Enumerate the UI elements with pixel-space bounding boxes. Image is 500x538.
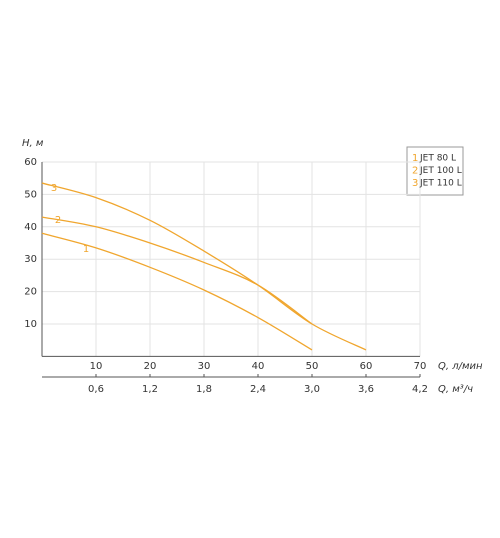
- legend-label: JET 80 L: [419, 154, 456, 164]
- y-tick-label: 50: [24, 189, 37, 200]
- legend-label: JET 100 L: [419, 166, 462, 176]
- x2-tick-label: 3,6: [358, 384, 374, 395]
- y-tick-label: 30: [24, 254, 37, 265]
- x-tick-label: 60: [360, 361, 373, 372]
- legend-box: [406, 146, 464, 196]
- x-tick-label: 40: [252, 361, 265, 372]
- x2-tick-label: 2,4: [250, 384, 266, 395]
- y-tick-label: 60: [24, 157, 37, 168]
- legend-label: JET 110 L: [419, 179, 462, 189]
- curve-number: 3: [51, 183, 57, 194]
- x-tick-label: 20: [144, 361, 157, 372]
- x2-axis-label: Q, м³/ч: [438, 384, 473, 395]
- x-tick-label: 30: [198, 361, 211, 372]
- y-tick-label: 20: [24, 287, 37, 298]
- legend-number: 1: [412, 153, 418, 164]
- x-tick-label: 10: [90, 361, 103, 372]
- x2-tick-label: 0,6: [88, 384, 104, 395]
- curve-number: 1: [83, 244, 89, 255]
- x-tick-label: 70: [414, 361, 427, 372]
- x2-tick-label: 4,2: [412, 384, 428, 395]
- x2-tick-label: 1,2: [142, 384, 158, 395]
- y-tick-label: 40: [24, 222, 37, 233]
- curve: [41, 232, 313, 351]
- curve-number: 2: [55, 215, 61, 226]
- curve: [41, 182, 367, 351]
- y-axis-label: H, м: [22, 138, 44, 149]
- curve: [41, 216, 313, 325]
- x-axis-label: Q, л/мин: [438, 361, 483, 372]
- x2-tick-label: 3,0: [304, 384, 320, 395]
- y-tick-label: 10: [24, 319, 37, 330]
- x2-tick-label: 1,8: [196, 384, 212, 395]
- legend-number: 2: [412, 166, 418, 177]
- legend-number: 3: [412, 178, 418, 189]
- x-tick-label: 50: [306, 361, 319, 372]
